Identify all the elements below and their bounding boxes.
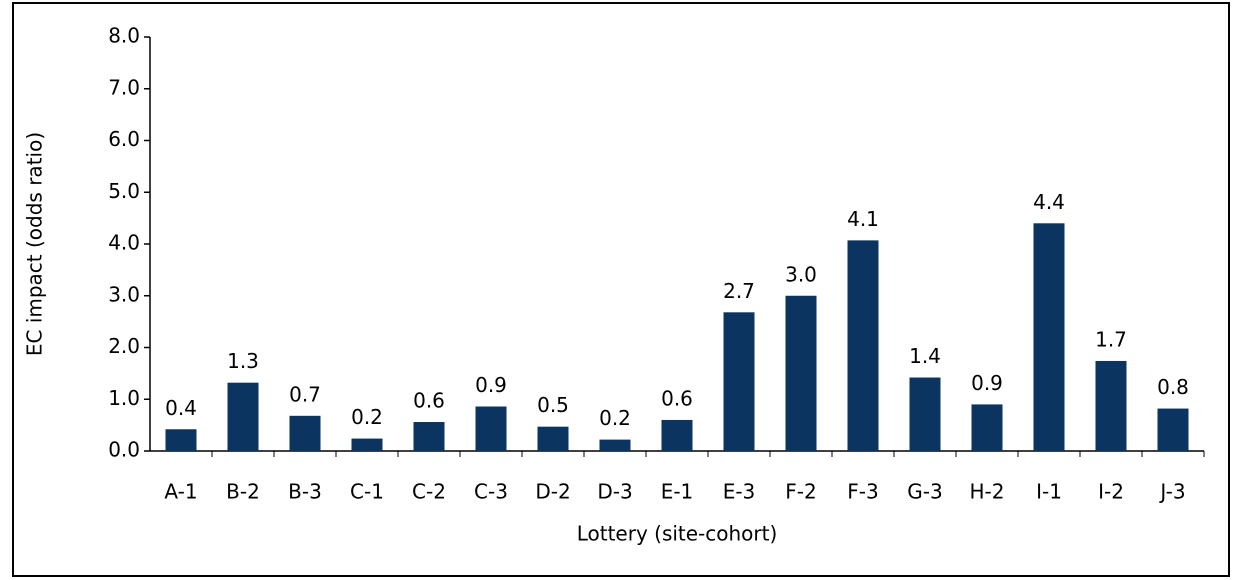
y-tick-label: 1.0 (108, 386, 140, 410)
value-label: 1.3 (227, 349, 259, 373)
x-tick-label: J-3 (1158, 480, 1185, 504)
y-tick-label: 3.0 (108, 282, 140, 306)
x-tick-label: I-2 (1098, 480, 1124, 504)
value-label: 0.8 (1157, 375, 1189, 399)
bar (785, 295, 817, 451)
bar (599, 439, 631, 451)
x-tick-label: D-2 (535, 480, 570, 504)
value-label: 0.7 (289, 382, 321, 406)
y-tick-label: 6.0 (108, 127, 140, 151)
value-label: 0.4 (165, 396, 197, 420)
y-tick-label: 0.0 (108, 438, 140, 462)
bar (289, 415, 321, 451)
value-label: 0.6 (661, 386, 693, 410)
x-tick-label: F-2 (785, 480, 816, 504)
value-label: 0.2 (351, 405, 383, 429)
bar (537, 426, 569, 451)
y-tick-label: 8.0 (108, 24, 140, 48)
bar (413, 422, 445, 451)
bar (227, 382, 259, 451)
bar (971, 404, 1003, 451)
frame (12, 2, 1230, 577)
value-label: 0.5 (537, 393, 569, 417)
value-label: 4.4 (1033, 190, 1065, 214)
x-axis-label: Lottery (site-cohort) (577, 522, 778, 546)
y-tick-label: 4.0 (108, 231, 140, 255)
x-tick-label: C-3 (474, 480, 508, 504)
value-label: 0.9 (971, 371, 1003, 395)
bar (351, 438, 383, 451)
bar (1095, 360, 1127, 451)
x-tick-label: H-2 (970, 480, 1005, 504)
bar (847, 240, 879, 451)
bar (723, 312, 755, 451)
value-label: 1.7 (1095, 327, 1127, 351)
value-label: 3.0 (785, 262, 817, 286)
y-axis-label: EC impact (odds ratio) (23, 132, 47, 356)
x-tick-label: A-1 (164, 480, 197, 504)
x-tick-label: C-2 (412, 480, 446, 504)
bar (165, 429, 197, 451)
value-label: 4.1 (847, 207, 879, 231)
x-tick-label: B-3 (288, 480, 322, 504)
y-tick-label: 7.0 (108, 75, 140, 99)
y-tick-label: 5.0 (108, 179, 140, 203)
bar (909, 377, 941, 451)
bar (1033, 223, 1065, 451)
bar (475, 406, 507, 451)
x-tick-label: E-3 (723, 480, 756, 504)
x-tick-label: D-3 (597, 480, 632, 504)
x-tick-label: C-1 (350, 480, 384, 504)
x-tick-label: B-2 (226, 480, 260, 504)
value-label: 0.2 (599, 406, 631, 430)
bar (1157, 408, 1189, 451)
bar (661, 419, 693, 451)
x-tick-label: G-3 (907, 480, 942, 504)
y-tick-label: 2.0 (108, 334, 140, 358)
value-label: 1.4 (909, 344, 941, 368)
x-tick-label: I-1 (1036, 480, 1062, 504)
x-tick-label: F-3 (847, 480, 878, 504)
value-label: 2.7 (723, 279, 755, 303)
x-tick-label: E-1 (661, 480, 694, 504)
value-label: 0.9 (475, 373, 507, 397)
value-label: 0.6 (413, 389, 445, 413)
